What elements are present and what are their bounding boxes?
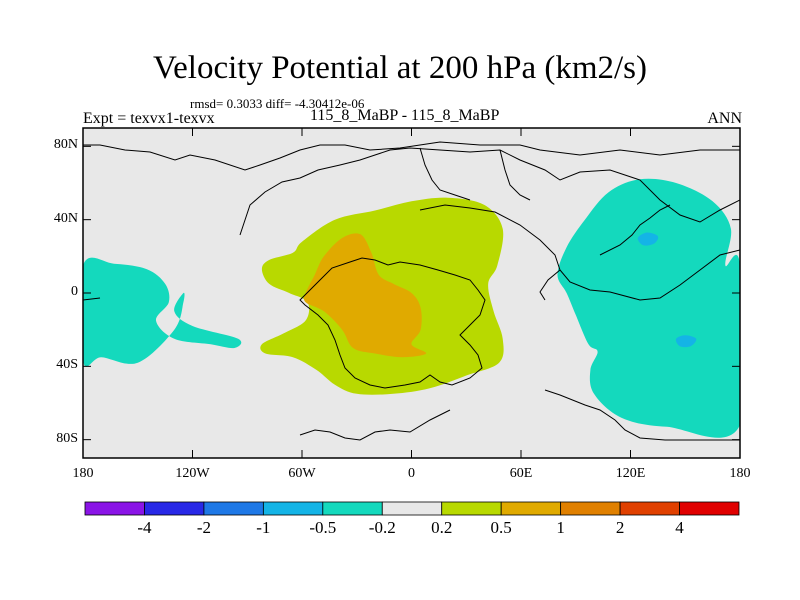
stats-label: rmsd= 0.3033 diff= -4.30412e-06 [190, 96, 365, 111]
experiment-label: Expt = texvx1-texvx [83, 110, 215, 127]
colorbar-swatch [144, 501, 205, 516]
colorbar [84, 501, 740, 516]
colorbar-level-label: -4 [137, 518, 152, 537]
x-tick-label: 0 [408, 466, 415, 481]
contour-region-positive-0.5-1-south-atlantic [303, 233, 427, 358]
season-label: ANN [707, 110, 742, 127]
x-tick-label: 120E [615, 466, 646, 481]
colorbar-swatch [203, 501, 264, 516]
colorbar-level-label: 0.2 [431, 518, 453, 537]
case-label: 115_8_MaBP - 115_8_MaBP [310, 107, 500, 124]
chart-title: Velocity Potential at 200 hPa (km2/s) [152, 50, 648, 86]
x-tick-label: 180 [729, 466, 751, 481]
colorbar-level-label: 1 [556, 518, 565, 537]
colorbar-level-label: -0.2 [368, 518, 396, 537]
contour-region-negative-0.2-0.5-east-pacific [83, 257, 242, 367]
contour-region-negative-0.5-1-spot-north [637, 232, 659, 246]
colorbar-swatch [262, 501, 324, 516]
y-tick-label: 40S [56, 357, 78, 373]
contour-region-negative-0.5-1-spot-south [675, 335, 697, 348]
plot-area [83, 128, 740, 458]
x-tick-label: 120W [175, 466, 210, 481]
coastline-outline [83, 141, 740, 441]
colorbar-level-label: -1 [256, 518, 271, 537]
colorbar-swatch [381, 501, 443, 516]
y-tick-label: 80N [53, 137, 78, 153]
colorbar-swatch [441, 501, 502, 516]
colorbar-level-label: 0.5 [490, 518, 512, 537]
colorbar-level-label: -0.5 [309, 518, 337, 537]
colorbar-swatch [619, 501, 680, 516]
contour-region-negative-0.2-0.5-west-pacific [557, 178, 740, 438]
axis-ticks [82, 128, 741, 458]
colorbar-level-label: -2 [196, 518, 211, 537]
y-tick-label: 0 [71, 284, 78, 299]
y-tick-label: 40N [53, 210, 78, 226]
x-tick-label: 180 [72, 466, 94, 481]
colorbar-swatch [560, 501, 621, 516]
x-tick-label: 60W [288, 466, 316, 481]
colorbar-swatch [679, 501, 740, 516]
y-tick-label: 80S [56, 430, 78, 446]
x-tick-label: 60E [509, 466, 533, 481]
colorbar-swatch [322, 501, 383, 516]
colorbar-swatch [500, 501, 562, 516]
colorbar-level-label: 2 [615, 518, 625, 537]
colorbar-level-label: 4 [675, 518, 684, 537]
colorbar-swatch [84, 501, 145, 516]
